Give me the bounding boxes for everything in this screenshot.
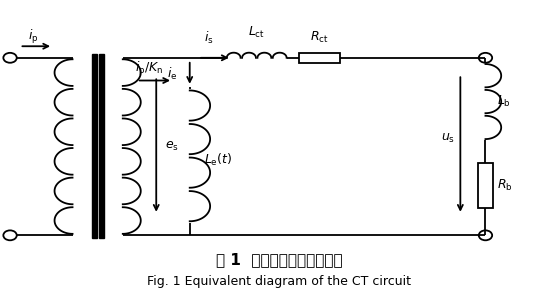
Text: $u_\mathrm{s}$: $u_\mathrm{s}$ xyxy=(441,132,455,145)
Text: $L_\mathrm{b}$: $L_\mathrm{b}$ xyxy=(497,94,511,109)
Text: $L_\mathrm{e}(t)$: $L_\mathrm{e}(t)$ xyxy=(204,152,232,168)
Text: $L_\mathrm{ct}$: $L_\mathrm{ct}$ xyxy=(248,25,265,40)
Text: $i_\mathrm{e}$: $i_\mathrm{e}$ xyxy=(167,65,177,81)
Text: $i_\mathrm{p}$: $i_\mathrm{p}$ xyxy=(28,28,39,46)
Bar xyxy=(299,53,340,63)
Text: $e_\mathrm{s}$: $e_\mathrm{s}$ xyxy=(165,140,179,153)
Bar xyxy=(99,55,104,238)
Text: Fig. 1 Equivalent diagram of the CT circuit: Fig. 1 Equivalent diagram of the CT circ… xyxy=(147,275,411,288)
Text: $i_\mathrm{s}$: $i_\mathrm{s}$ xyxy=(204,30,214,46)
Bar xyxy=(92,55,97,238)
Text: 图 1  电流互感器等值电路图: 图 1 电流互感器等值电路图 xyxy=(216,252,342,267)
Text: $i_\mathrm{p}/K_\mathrm{n}$: $i_\mathrm{p}/K_\mathrm{n}$ xyxy=(135,60,163,78)
Text: $R_\mathrm{ct}$: $R_\mathrm{ct}$ xyxy=(310,30,329,45)
Text: $R_\mathrm{b}$: $R_\mathrm{b}$ xyxy=(497,178,512,193)
Bar xyxy=(478,163,493,208)
